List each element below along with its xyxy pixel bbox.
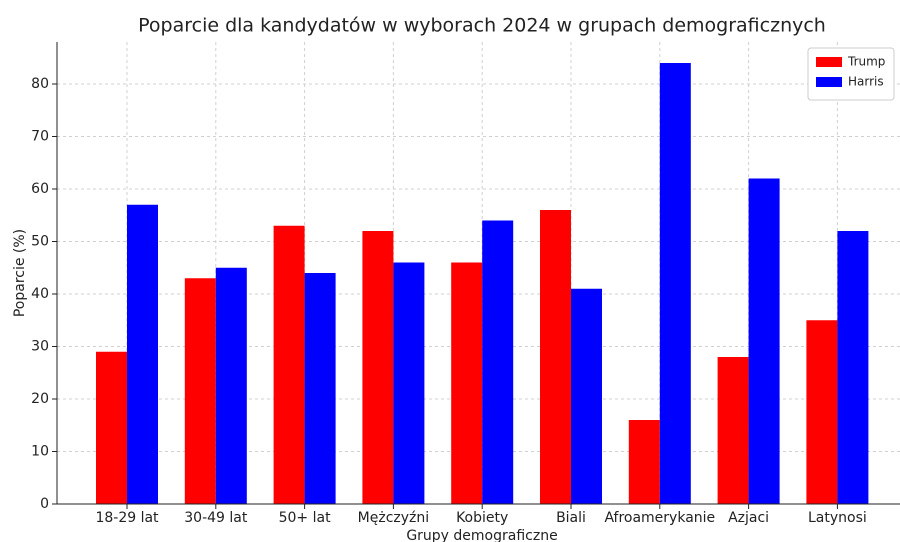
x-tick-label: 18-29 lat: [95, 510, 159, 526]
bar: [659, 63, 691, 504]
bar: [96, 351, 127, 504]
x-tick-label: 50+ lat: [279, 510, 331, 526]
legend-label: Harris: [848, 75, 884, 89]
y-tick-label: 0: [40, 496, 49, 512]
y-tick-label: 80: [31, 76, 49, 92]
chart-title: Poparcie dla kandydatów w wyborach 2024 …: [138, 15, 826, 37]
x-tick-label: 30-49 lat: [184, 510, 248, 526]
x-tick-label: Mężczyźni: [358, 510, 429, 526]
bar: [571, 288, 602, 504]
bar: [482, 220, 514, 504]
y-tick-label: 70: [31, 129, 49, 145]
bar: [451, 262, 483, 504]
bar: [127, 204, 158, 504]
bar: [837, 231, 869, 504]
bar: [717, 357, 749, 504]
legend-swatch: [816, 57, 842, 67]
bar: [304, 273, 336, 504]
bar: [628, 420, 660, 504]
y-axis-label: Poparcie (%): [12, 229, 28, 317]
bar: [362, 231, 394, 504]
bar: [273, 225, 305, 504]
x-tick-label: Kobiety: [456, 510, 508, 526]
legend-label: Trump: [847, 55, 885, 69]
x-tick-label: Biali: [556, 510, 586, 526]
y-tick-label: 20: [31, 391, 49, 407]
y-tick-label: 10: [31, 444, 49, 460]
y-tick-label: 60: [31, 181, 49, 197]
x-tick-label: Azjaci: [728, 510, 769, 526]
y-tick-label: 50: [31, 234, 49, 250]
bar: [540, 210, 571, 504]
y-tick-label: 30: [31, 339, 49, 355]
bar: [806, 320, 838, 504]
legend-swatch: [816, 77, 842, 87]
x-tick-label: Afroamerykanie: [604, 510, 715, 526]
y-tick-label: 40: [31, 286, 49, 302]
bar: [748, 178, 780, 504]
x-tick-label: Latynosi: [808, 510, 867, 526]
x-axis-label: Grupy demograficzne: [406, 528, 557, 542]
bar: [184, 278, 216, 504]
bar: [215, 267, 247, 504]
bar: [393, 262, 425, 504]
legend: Trump Harris: [807, 47, 895, 101]
